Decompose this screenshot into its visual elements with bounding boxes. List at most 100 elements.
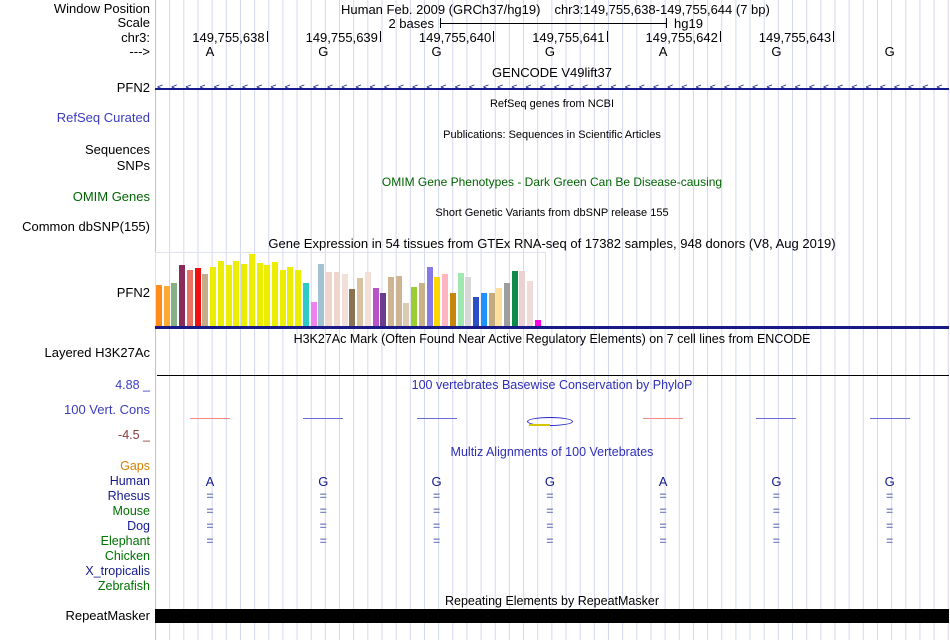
- gtex-tissue-bar[interactable]: [395, 276, 402, 327]
- gtex-tissue-bar[interactable]: [372, 288, 379, 327]
- repeatmasker-label[interactable]: RepeatMasker: [65, 608, 150, 623]
- dbsnp-label[interactable]: Common dbSNP(155): [22, 219, 150, 234]
- gtex-tissue-bar[interactable]: [271, 262, 278, 327]
- gtex-tissue-bar[interactable]: [519, 271, 526, 327]
- gtex-tissue-bar[interactable]: [179, 265, 186, 327]
- multiz-species-label-human[interactable]: Human: [109, 474, 150, 488]
- gtex-tissue-bar[interactable]: [364, 272, 371, 327]
- multiz-species-label-rhesus[interactable]: Rhesus: [107, 489, 150, 503]
- gtex-tissue-bar[interactable]: [473, 297, 480, 327]
- coordinate-label: 149,755,640: [418, 30, 492, 45]
- multiz-match-mark: =: [546, 534, 554, 548]
- multiz-human-base: G: [431, 474, 442, 489]
- multiz-match-mark: =: [886, 519, 894, 533]
- multiz-match-mark: =: [206, 534, 214, 548]
- phylop-mark[interactable]: [756, 418, 797, 420]
- gtex-tissue-bar[interactable]: [156, 285, 162, 327]
- h3k27ac-label[interactable]: Layered H3K27Ac: [44, 345, 150, 360]
- gtex-tissue-bar[interactable]: [387, 277, 394, 327]
- multiz-species-label-mouse[interactable]: Mouse: [112, 504, 150, 518]
- gtex-tissue-bar[interactable]: [480, 293, 487, 327]
- phylop-mark[interactable]: [869, 418, 910, 420]
- phylop-mark[interactable]: [303, 418, 344, 420]
- phylop-ellipse-mark[interactable]: [526, 416, 573, 426]
- dbsnp-title: Short Genetic Variants from dbSNP releas…: [435, 207, 669, 219]
- repeatmasker-element-bar[interactable]: [155, 609, 949, 623]
- gencode-gene-line[interactable]: [155, 88, 949, 90]
- gtex-tissue-bar[interactable]: [217, 261, 224, 327]
- gencode-strand-arrows[interactable]: <<<<<<<<<<<<<<<<<<<<<<<<<<<<<<<<<<<<<<<<…: [157, 82, 950, 93]
- h3k27ac-signal-line[interactable]: [157, 375, 949, 376]
- gtex-tissue-bar[interactable]: [511, 271, 518, 327]
- multiz-match-mark: =: [206, 519, 214, 533]
- gtex-tissue-bar[interactable]: [163, 286, 170, 327]
- multiz-species-label-chicken[interactable]: Chicken: [104, 549, 150, 563]
- grid-background: [155, 0, 949, 640]
- reference-base: G: [544, 44, 555, 59]
- gtex-tissue-bar[interactable]: [233, 261, 240, 327]
- omim-genes-label[interactable]: OMIM Genes: [72, 189, 150, 204]
- gtex-tissue-bar[interactable]: [264, 265, 271, 327]
- phylop-track-label[interactable]: 100 Vert. Cons: [64, 402, 150, 417]
- gtex-tissue-bar[interactable]: [403, 303, 410, 327]
- coordinate-tick: [719, 31, 721, 42]
- gtex-tissue-bar[interactable]: [503, 283, 510, 327]
- gtex-baseline: [155, 326, 949, 329]
- gtex-tissue-bar[interactable]: [534, 320, 541, 327]
- gtex-tissue-bar[interactable]: [256, 263, 263, 327]
- multiz-species-label-elephant[interactable]: Elephant: [100, 534, 150, 548]
- gtex-tissue-bar[interactable]: [210, 267, 217, 327]
- gtex-tissue-bar[interactable]: [496, 288, 503, 327]
- gtex-tissue-bar[interactable]: [202, 274, 209, 327]
- gtex-tissue-bar[interactable]: [411, 287, 418, 327]
- gtex-tissue-bar[interactable]: [241, 264, 248, 327]
- phylop-min-label: -4.5 _: [118, 428, 150, 442]
- scale-bar-tick-left: [440, 18, 442, 28]
- gtex-tissue-bar[interactable]: [527, 281, 534, 327]
- sequences-label[interactable]: Sequences: [84, 142, 150, 157]
- snps-label[interactable]: SNPs: [116, 158, 150, 173]
- gtex-tissue-bar[interactable]: [310, 302, 317, 327]
- gtex-tissue-bar[interactable]: [457, 273, 464, 327]
- gtex-tissue-bar[interactable]: [380, 293, 387, 327]
- gtex-tissue-bar[interactable]: [326, 272, 333, 327]
- gtex-tissue-bar[interactable]: [488, 293, 495, 327]
- gtex-tissue-bar[interactable]: [465, 277, 472, 327]
- gtex-tissue-bar[interactable]: [333, 272, 340, 327]
- gtex-tissue-bar[interactable]: [318, 264, 325, 327]
- multiz-species-label-zebrafish[interactable]: Zebrafish: [97, 579, 150, 593]
- gtex-tissue-bar[interactable]: [449, 293, 456, 327]
- gtex-tissue-bar[interactable]: [194, 268, 201, 327]
- gtex-gene-label[interactable]: PFN2: [116, 285, 150, 300]
- gtex-tissue-bar[interactable]: [341, 274, 348, 327]
- coordinate-tick: [606, 31, 608, 42]
- gtex-tissue-bar[interactable]: [442, 274, 449, 327]
- gtex-tissue-bar[interactable]: [186, 270, 193, 327]
- gtex-tissue-bar[interactable]: [434, 277, 441, 327]
- gtex-tissue-bar[interactable]: [357, 278, 364, 327]
- gtex-tissue-bar[interactable]: [171, 283, 178, 327]
- publications-title: Publications: Sequences in Scientific Ar…: [443, 129, 661, 141]
- gtex-tissue-bar[interactable]: [349, 289, 356, 327]
- phylop-mark[interactable]: [643, 418, 684, 420]
- phylop-ellipse-underline: [528, 424, 550, 426]
- gtex-tissue-bar[interactable]: [426, 267, 433, 327]
- gtex-tissue-bar[interactable]: [295, 270, 302, 327]
- multiz-species-label-dog[interactable]: Dog: [127, 519, 150, 533]
- multiz-match-mark: =: [886, 489, 894, 503]
- gtex-tissue-bar[interactable]: [279, 270, 286, 327]
- phylop-mark[interactable]: [416, 418, 457, 420]
- gtex-tissue-bar[interactable]: [302, 283, 309, 327]
- gtex-tissue-bar[interactable]: [248, 254, 255, 327]
- gtex-tissue-bar[interactable]: [225, 265, 232, 327]
- multiz-match-mark: =: [659, 504, 667, 518]
- gtex-tissue-bar[interactable]: [287, 267, 294, 327]
- refseq-curated-label[interactable]: RefSeq Curated: [56, 110, 150, 125]
- multiz-match-mark: =: [546, 504, 554, 518]
- gencode-gene-label[interactable]: PFN2: [116, 80, 150, 95]
- multiz-species-label-x_tropicalis[interactable]: X_tropicalis: [85, 564, 150, 578]
- phylop-mark[interactable]: [190, 418, 230, 420]
- multiz-species-label-gaps[interactable]: Gaps: [120, 459, 150, 473]
- gtex-tissue-bar[interactable]: [418, 283, 425, 327]
